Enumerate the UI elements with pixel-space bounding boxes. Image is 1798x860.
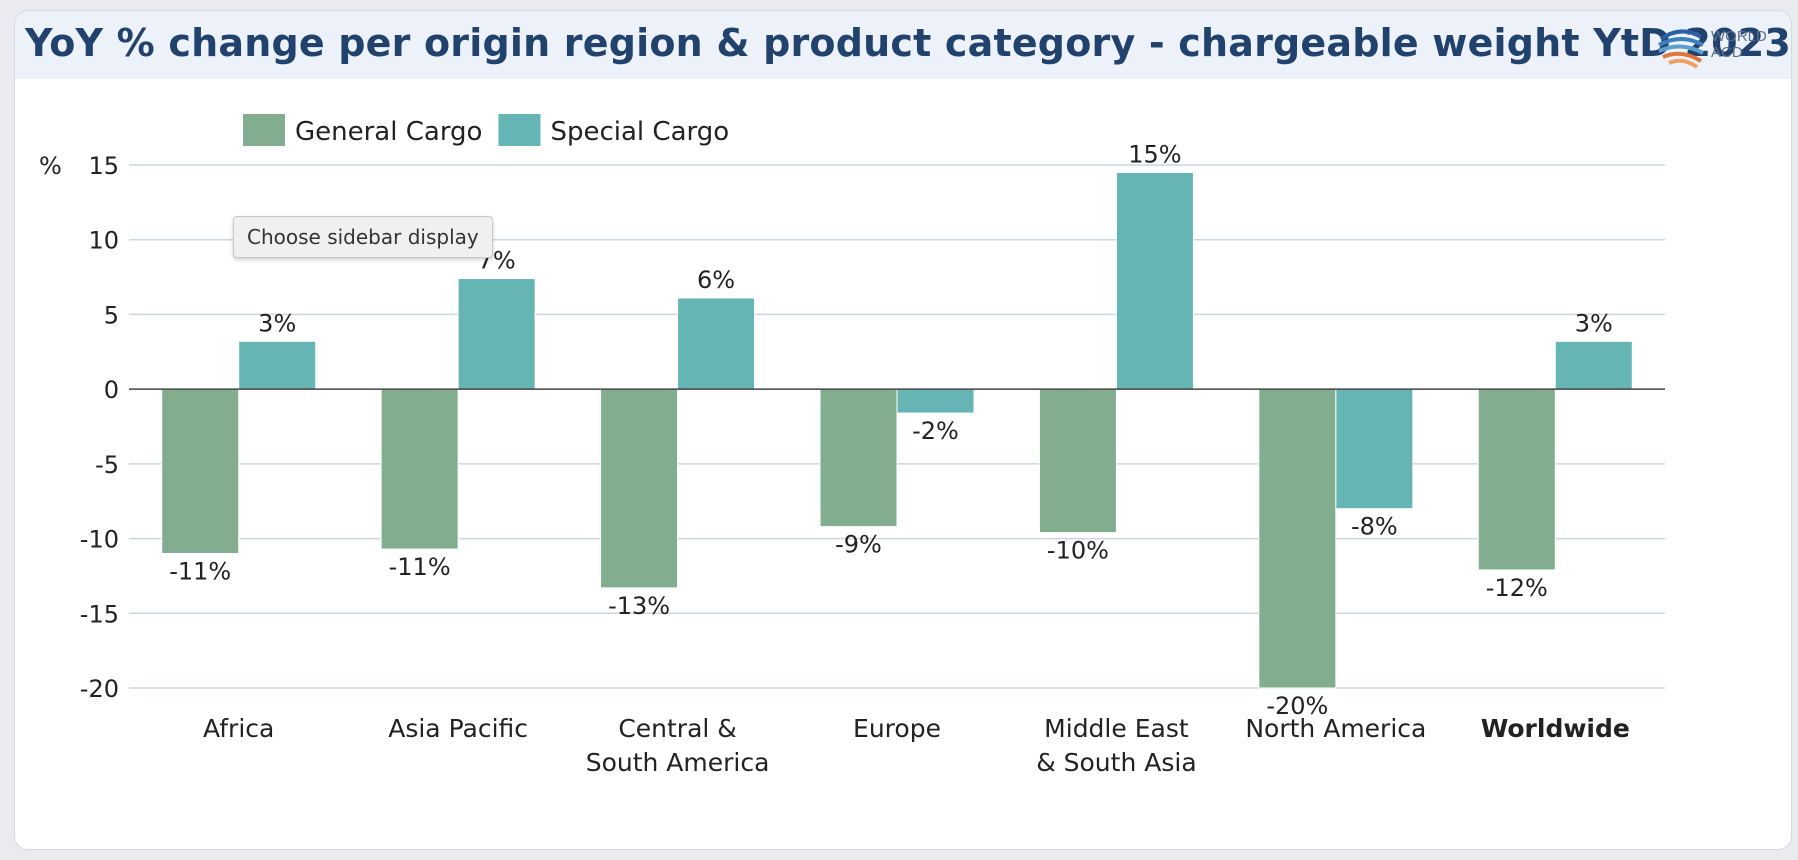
y-tick-label: 5 bbox=[104, 301, 119, 329]
bar-general-cargo bbox=[380, 388, 459, 550]
chart-card: YoY % change per origin region & product… bbox=[14, 10, 1792, 850]
category-label: North America bbox=[1245, 714, 1426, 743]
y-tick-label: -20 bbox=[80, 675, 119, 703]
legend-swatch bbox=[243, 114, 285, 146]
data-label: -13% bbox=[608, 592, 670, 620]
chart-title: YoY % change per origin region & product… bbox=[25, 21, 1792, 65]
data-label: -9% bbox=[835, 531, 882, 559]
bar-general-cargo bbox=[161, 388, 240, 555]
bar-chart: -11%3%-11%7%-13%6%-9%-2%-10%15%-20%-8%-1… bbox=[39, 114, 1665, 777]
legend-label: Special Cargo bbox=[550, 117, 729, 147]
bar-general-cargo bbox=[1477, 388, 1556, 571]
bar-special-cargo bbox=[1554, 340, 1633, 390]
category-label: Europe bbox=[853, 714, 941, 743]
world-acd-logo: WORLD ACD bbox=[1655, 23, 1785, 73]
data-label: -11% bbox=[169, 558, 231, 586]
legend: General Cargo Special Cargo bbox=[243, 114, 729, 147]
x-axis-categories: Africa Asia Pacific Central & South America… bbox=[203, 714, 1630, 777]
bar-special-cargo bbox=[1335, 388, 1414, 510]
bar-special-cargo bbox=[457, 278, 536, 390]
globe-icon bbox=[1658, 29, 1704, 69]
data-label: -2% bbox=[912, 417, 959, 445]
data-label: 3% bbox=[258, 309, 296, 337]
bar-special-cargo bbox=[1115, 171, 1194, 390]
logo-line-2: ACD bbox=[1711, 44, 1743, 61]
bar-general-cargo bbox=[600, 388, 679, 589]
bars bbox=[161, 171, 1633, 689]
data-label: -12% bbox=[1486, 574, 1548, 602]
y-axis-ticks: 15 10 5 0 -5 -10 -15 -20 bbox=[80, 152, 119, 703]
bar-special-cargo bbox=[238, 340, 317, 390]
bar-general-cargo bbox=[819, 388, 898, 528]
category-label: South America bbox=[586, 748, 770, 777]
bar-special-cargo bbox=[677, 297, 756, 390]
category-label: Africa bbox=[203, 714, 274, 743]
y-tick-label: -15 bbox=[80, 600, 119, 628]
y-tick-label: -10 bbox=[80, 526, 119, 554]
data-label: -20% bbox=[1266, 692, 1328, 720]
y-tick-label: 0 bbox=[104, 376, 119, 404]
title-bar: YoY % change per origin region & product… bbox=[15, 11, 1791, 79]
bar-general-cargo bbox=[1258, 388, 1337, 689]
data-label: 3% bbox=[1575, 309, 1613, 337]
category-label: Asia Pacific bbox=[388, 714, 528, 743]
category-label: Central & bbox=[618, 714, 736, 743]
data-label: -11% bbox=[389, 553, 451, 581]
y-tick-label: -5 bbox=[95, 451, 119, 479]
y-tick-label: 10 bbox=[88, 227, 119, 255]
category-label: Worldwide bbox=[1481, 714, 1630, 743]
y-tick-label: 15 bbox=[88, 152, 119, 180]
sidebar-display-tooltip[interactable]: Choose sidebar display bbox=[233, 216, 493, 258]
logo-line-1: WORLD bbox=[1711, 28, 1767, 45]
data-label: 6% bbox=[697, 266, 735, 294]
data-labels: -11%3%-11%7%-13%6%-9%-2%-10%15%-20%-8%-1… bbox=[169, 140, 1613, 720]
bar-general-cargo bbox=[1038, 388, 1117, 534]
data-label: -10% bbox=[1047, 537, 1109, 565]
y-axis-label: % bbox=[39, 152, 62, 180]
legend-swatch bbox=[498, 114, 541, 146]
category-label: & South Asia bbox=[1036, 748, 1196, 777]
legend-label: General Cargo bbox=[295, 117, 482, 147]
bar-special-cargo bbox=[896, 388, 975, 414]
data-label: -8% bbox=[1351, 513, 1398, 541]
data-label: 15% bbox=[1128, 140, 1181, 168]
category-label: Middle East bbox=[1044, 714, 1189, 743]
